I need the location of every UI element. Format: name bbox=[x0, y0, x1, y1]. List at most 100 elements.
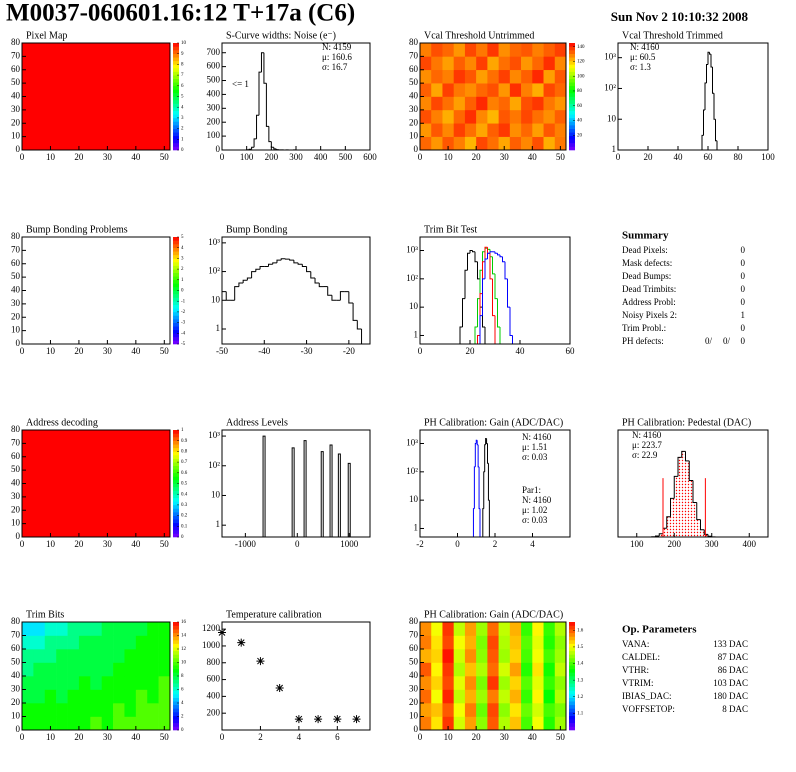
heatmap-cell bbox=[113, 676, 125, 690]
heatmap-cell bbox=[487, 56, 499, 71]
heatmap-cell bbox=[420, 43, 432, 57]
histogram-bin bbox=[356, 320, 362, 330]
histogram-bin bbox=[306, 266, 311, 273]
palette-step bbox=[173, 139, 179, 144]
palette-label: -4 bbox=[181, 331, 186, 336]
histogram-bin bbox=[489, 251, 493, 254]
heatmap-cell bbox=[487, 69, 499, 84]
bin-fill bbox=[704, 534, 708, 537]
histogram-bin bbox=[259, 266, 265, 270]
histogram-bin bbox=[314, 277, 320, 284]
heatmap-cell bbox=[442, 622, 454, 636]
palette-label: 3 bbox=[181, 116, 184, 121]
palette-label: 0 bbox=[181, 535, 184, 540]
bin-fill bbox=[696, 519, 701, 537]
heatmap-cell bbox=[453, 649, 466, 663]
heatmap-cell bbox=[442, 716, 454, 731]
summary-label: PH defects: bbox=[622, 336, 664, 346]
heatmap-cell bbox=[464, 136, 477, 151]
spike bbox=[291, 447, 295, 537]
heatmap-cell bbox=[33, 676, 46, 690]
palette-step bbox=[173, 64, 179, 69]
palette-step bbox=[569, 704, 575, 709]
heatmap-cell bbox=[442, 689, 454, 704]
palette-step bbox=[173, 719, 179, 724]
y-tick-label: 50 bbox=[11, 657, 21, 667]
histogram-bin bbox=[497, 298, 500, 328]
palette-step bbox=[569, 85, 575, 90]
heatmap-cell bbox=[22, 716, 34, 731]
palette-label: 0.7 bbox=[181, 460, 188, 465]
x-tick-label: 0 bbox=[418, 152, 423, 162]
palette-step bbox=[173, 146, 179, 151]
heatmap-cell bbox=[476, 662, 488, 677]
y-tick-label: 70 bbox=[11, 244, 21, 254]
heatmap-cell bbox=[420, 676, 432, 690]
parameter-name: VTRIM: bbox=[622, 678, 654, 688]
x-tick-label: 4 bbox=[297, 732, 302, 742]
parameter-name: CALDEL: bbox=[622, 652, 660, 662]
palette-step bbox=[173, 454, 179, 459]
bin-fill bbox=[674, 476, 678, 537]
heatmap-cell bbox=[101, 649, 114, 663]
heatmap-cell bbox=[453, 676, 466, 690]
histogram-bin bbox=[486, 438, 488, 445]
palette-label: 10 bbox=[181, 661, 187, 666]
x-tick-label: 1000 bbox=[340, 539, 359, 549]
parameter-value: 87 DAC bbox=[718, 652, 748, 662]
heatmap-cell bbox=[509, 703, 522, 717]
palette-step bbox=[569, 46, 575, 51]
histogram-bin bbox=[688, 460, 693, 482]
heatmap-cell bbox=[147, 676, 159, 690]
marker-star bbox=[275, 683, 284, 692]
heatmap-cell bbox=[67, 703, 80, 717]
heatmap-cell bbox=[554, 716, 567, 731]
heatmap-cell bbox=[498, 69, 511, 84]
palette-step bbox=[173, 665, 179, 670]
heatmap-cell bbox=[521, 83, 533, 97]
heatmap-cell bbox=[135, 649, 148, 663]
heatmap-cell bbox=[532, 703, 544, 717]
palette-step bbox=[173, 526, 179, 531]
summary-value: 0/ bbox=[705, 336, 713, 346]
marker bbox=[333, 715, 342, 724]
heatmap-cell bbox=[521, 635, 533, 650]
palette-step bbox=[173, 701, 179, 706]
heatmap-cell bbox=[22, 649, 34, 663]
palette-label: 8 bbox=[181, 674, 184, 679]
palette-step bbox=[569, 719, 575, 724]
summary-label: Dead Pixels: bbox=[622, 245, 668, 255]
palette-step bbox=[173, 668, 179, 673]
heatmap-cell bbox=[56, 689, 68, 704]
y-tick-label: 20 bbox=[409, 117, 419, 127]
histogram-bin bbox=[477, 334, 480, 344]
panel: PH Calibration: Pedestal (DAC) 100 200 300 4… bbox=[617, 417, 769, 549]
x-tick-label: 10 bbox=[444, 732, 454, 742]
heatmap-cell bbox=[498, 96, 511, 111]
x-tick-label: 0 bbox=[20, 732, 25, 742]
annotation: <= 1 bbox=[232, 79, 249, 89]
stats-line: σ: 22.9 bbox=[632, 450, 658, 460]
heatmap-cell bbox=[124, 635, 137, 650]
y-tick-label: 10 bbox=[409, 494, 419, 504]
heatmap-cell bbox=[543, 56, 556, 71]
palette-step bbox=[173, 75, 179, 79]
histogram-bin bbox=[280, 258, 286, 261]
heatmap-cell bbox=[67, 662, 80, 677]
bin-fill bbox=[666, 516, 671, 537]
parameters-title: Op. Parameters bbox=[622, 624, 697, 636]
palette-label: 8 bbox=[181, 63, 184, 68]
histogram-bin bbox=[477, 261, 480, 280]
palette-step bbox=[173, 329, 179, 334]
palette-step bbox=[173, 444, 179, 449]
x-tick-label: 50 bbox=[556, 152, 566, 162]
heatmap-cell bbox=[453, 716, 466, 731]
palette-label: 12 bbox=[181, 647, 187, 652]
heatmap-cell bbox=[431, 136, 443, 151]
x-tick-label: 50 bbox=[556, 732, 566, 742]
palette-step bbox=[173, 676, 179, 680]
x-tick-label: 20 bbox=[644, 152, 654, 162]
palette-step bbox=[173, 279, 179, 284]
panel: Pixel Map 0 1 2 3 4 5 6 7 8 9 10 0 10 20 30 40 50 0 10 20 30 4… bbox=[11, 30, 187, 162]
heatmap-cell bbox=[135, 716, 148, 731]
